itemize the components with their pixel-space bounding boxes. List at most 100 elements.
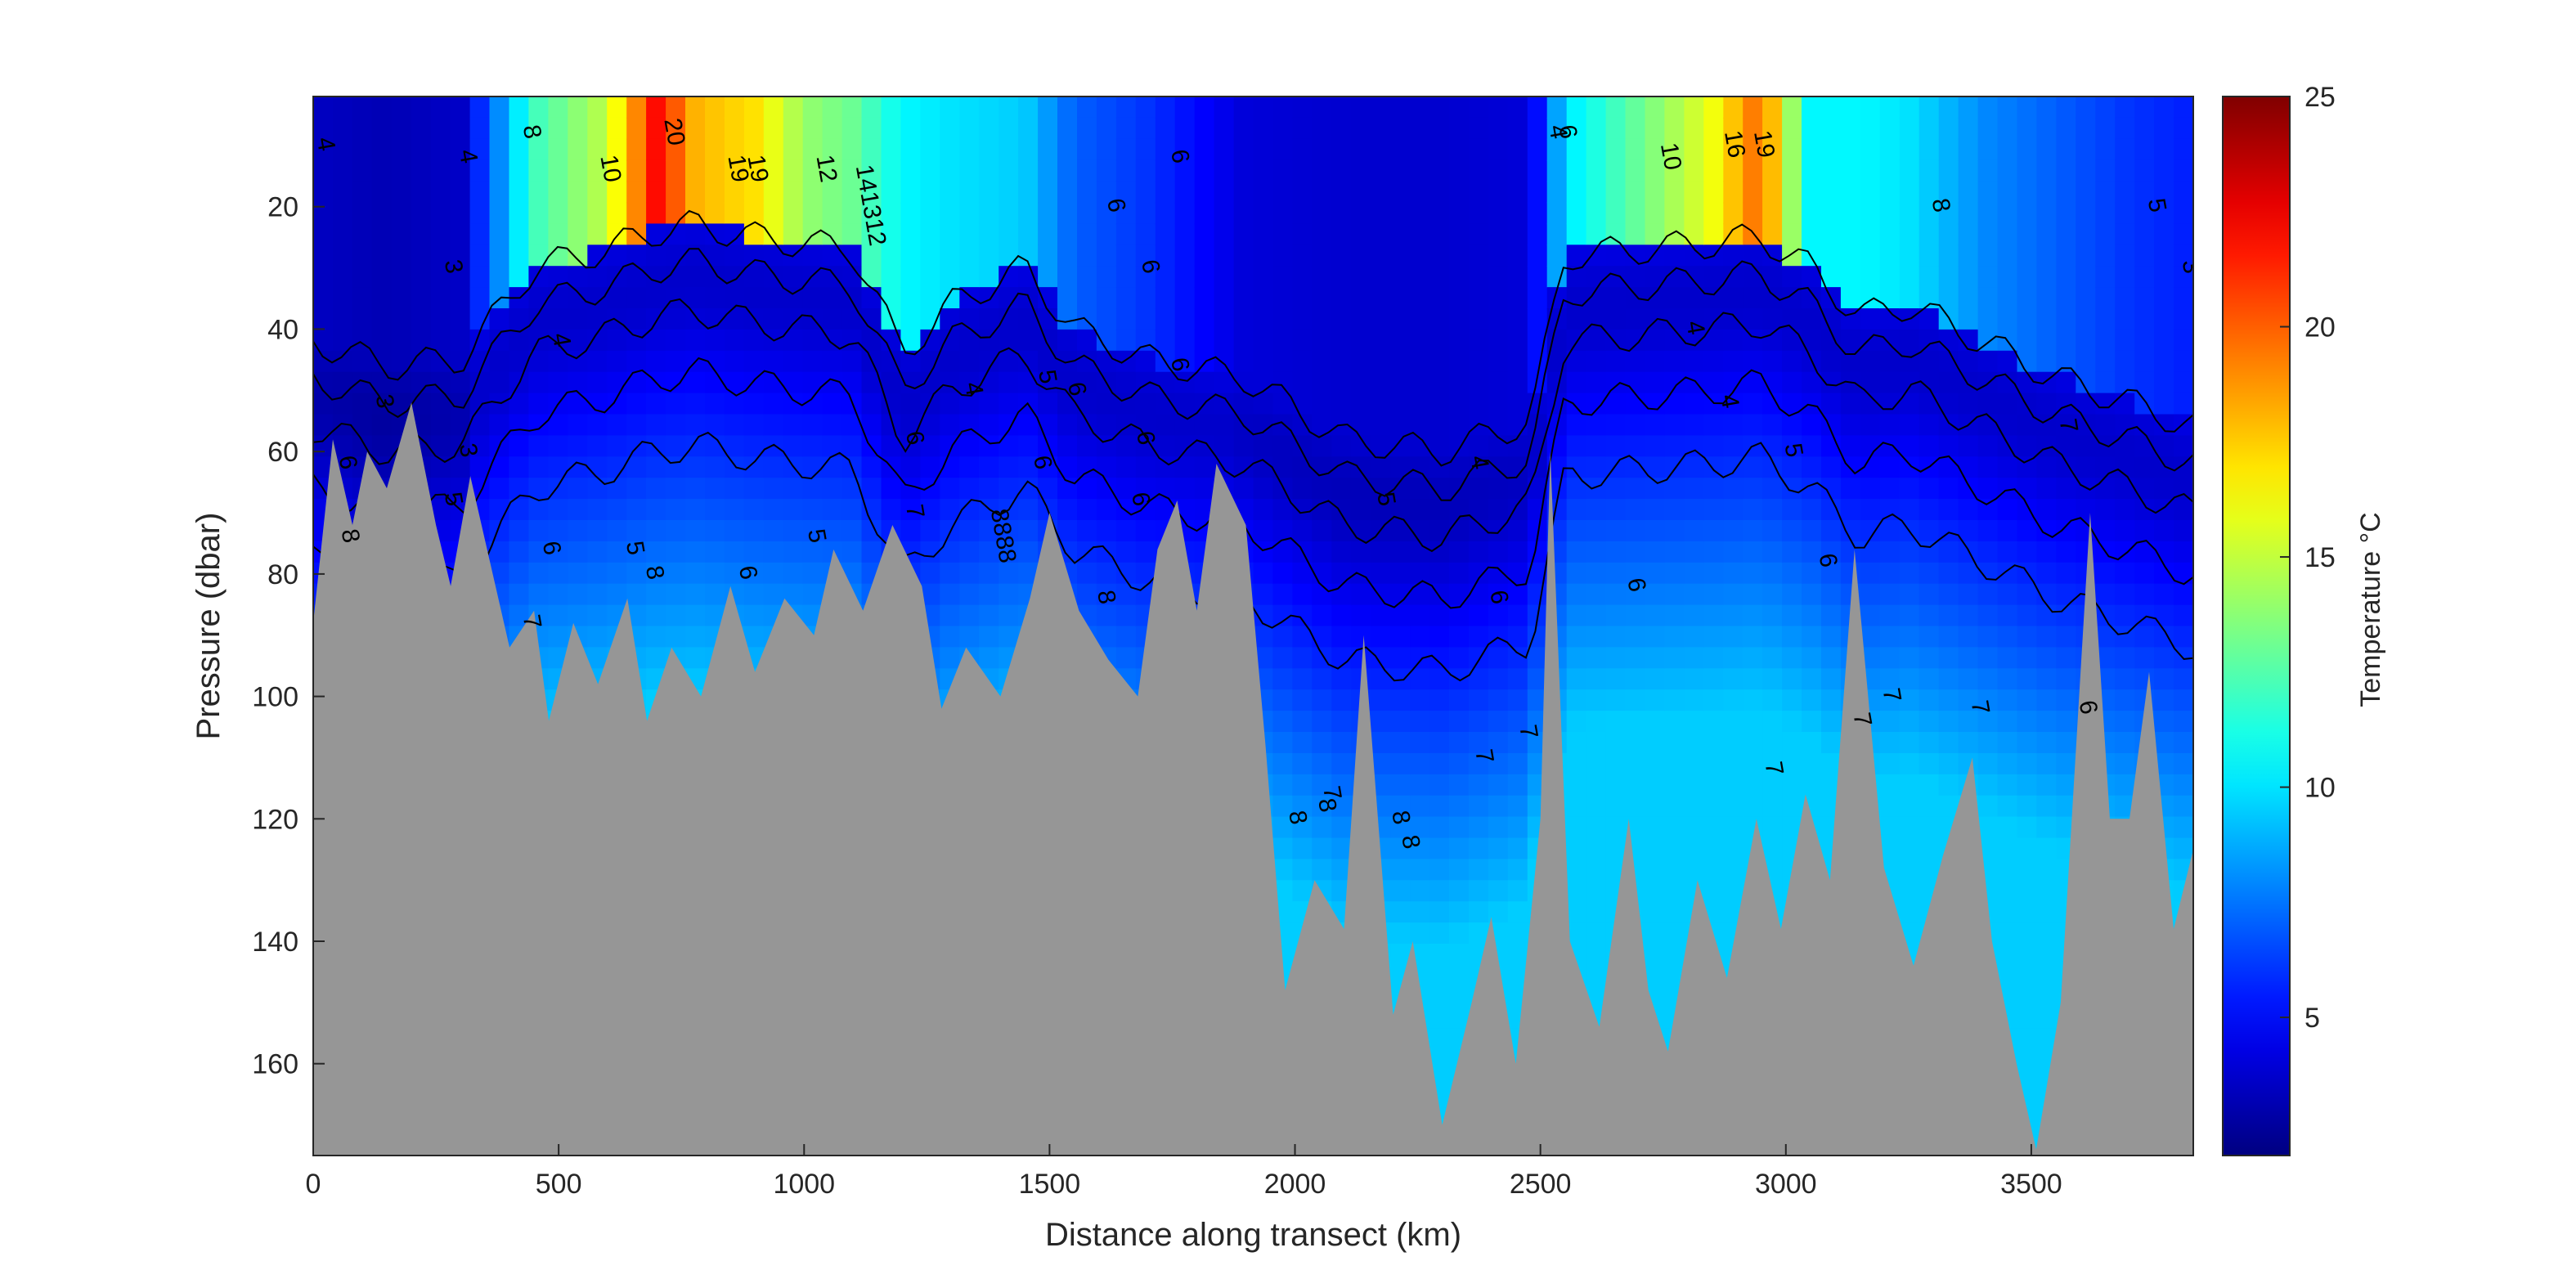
temperature-cell [1645, 499, 1666, 521]
temperature-cell [1879, 456, 1901, 478]
temperature-cell [332, 138, 353, 161]
temperature-cell [2017, 647, 2038, 670]
x-tick-label: 3500 [2000, 1169, 2062, 1200]
temperature-cell [2095, 96, 2116, 119]
temperature-cell [1468, 626, 1489, 648]
temperature-cell [1821, 499, 1842, 521]
temperature-cell [1449, 266, 1470, 288]
temperature-cell [1507, 880, 1528, 902]
temperature-cell [352, 117, 373, 140]
temperature-cell [430, 308, 451, 330]
temperature-cell [1566, 96, 1587, 119]
temperature-cell [900, 520, 922, 542]
temperature-cell [1919, 478, 1940, 500]
temperature-cell [1625, 414, 1646, 437]
temperature-cell [1997, 711, 2018, 733]
temperature-cell [1038, 414, 1058, 437]
temperature-cell [1312, 711, 1332, 733]
temperature-cell [2134, 414, 2155, 437]
temperature-cell [2036, 562, 2058, 585]
temperature-cell [1507, 159, 1528, 182]
temperature-cell [587, 562, 608, 585]
temperature-cell [1802, 456, 1822, 478]
temperature-cell [1743, 520, 1763, 542]
temperature-cell [2174, 393, 2193, 415]
temperature-cell [1605, 520, 1627, 542]
temperature-cell [1410, 329, 1430, 352]
temperature-cell [430, 329, 451, 352]
temperature-cell [1312, 647, 1332, 670]
temperature-cell [2036, 711, 2058, 733]
temperature-cell [1899, 668, 1920, 690]
temperature-cell [1977, 816, 1999, 839]
temperature-cell [2174, 223, 2193, 246]
temperature-cell [999, 308, 1019, 330]
temperature-cell [2174, 478, 2193, 500]
temperature-cell [2174, 266, 2193, 288]
temperature-cell [1664, 562, 1685, 585]
temperature-cell [1468, 859, 1489, 882]
temperature-cell [1018, 329, 1039, 352]
temperature-cell [1664, 859, 1685, 882]
temperature-cell [450, 308, 471, 330]
colorbar-tick-label: 5 [2304, 1003, 2320, 1034]
temperature-cell [1997, 583, 2018, 606]
temperature-cell [2017, 1028, 2038, 1051]
temperature-cell [489, 181, 510, 204]
temperature-cell [1605, 414, 1627, 437]
temperature-cell [1586, 901, 1607, 923]
temperature-cell [1782, 371, 1802, 394]
temperature-cell [2154, 520, 2174, 542]
temperature-cell [1096, 350, 1117, 373]
temperature-cell [1449, 371, 1470, 394]
temperature-cell [2017, 901, 2038, 923]
temperature-cell [1390, 541, 1411, 563]
temperature-cell [959, 435, 980, 458]
temperature-cell [2134, 202, 2155, 225]
temperature-cell [1605, 774, 1627, 797]
temperature-cell [1253, 223, 1274, 246]
temperature-cell [1115, 287, 1137, 309]
temperature-cell [626, 245, 647, 267]
temperature-cell [1468, 732, 1489, 754]
temperature-cell [1645, 202, 1666, 225]
temperature-cell [1958, 245, 1979, 267]
temperature-cell [1115, 541, 1137, 563]
temperature-cell [2056, 583, 2077, 606]
temperature-cell [509, 541, 530, 563]
temperature-cell [1272, 795, 1294, 818]
temperature-cell [1802, 393, 1822, 415]
temperature-cell [1468, 308, 1489, 330]
temperature-cell [1684, 350, 1705, 373]
contour-label: 5 [621, 539, 649, 557]
temperature-cell [705, 520, 725, 542]
temperature-cell [2134, 626, 2155, 648]
temperature-cell [1390, 859, 1411, 882]
temperature-cell [1821, 350, 1842, 373]
temperature-cell [1879, 117, 1901, 140]
temperature-cell [1135, 541, 1156, 563]
temperature-cell [1312, 350, 1332, 373]
temperature-cell [1860, 245, 1881, 267]
temperature-cell [1977, 752, 1999, 775]
temperature-cell [1429, 922, 1450, 945]
temperature-cell [1410, 604, 1430, 627]
temperature-cell [1684, 859, 1705, 882]
temperature-cell [1429, 414, 1450, 437]
temperature-cell [1899, 541, 1920, 563]
temperature-cell [999, 371, 1019, 394]
temperature-cell [1488, 626, 1509, 648]
temperature-cell [1174, 266, 1196, 288]
contour-label: 6 [1028, 453, 1057, 471]
temperature-cell [940, 562, 960, 585]
temperature-cell [2154, 647, 2174, 670]
temperature-cell [626, 138, 647, 161]
temperature-cell [1488, 795, 1509, 818]
temperature-cell [568, 541, 588, 563]
temperature-cell [763, 541, 784, 563]
temperature-cell [1527, 541, 1548, 563]
temperature-cell [1586, 774, 1607, 797]
temperature-cell [1135, 266, 1156, 288]
temperature-cell [1977, 499, 1999, 521]
temperature-cell [1743, 711, 1763, 733]
